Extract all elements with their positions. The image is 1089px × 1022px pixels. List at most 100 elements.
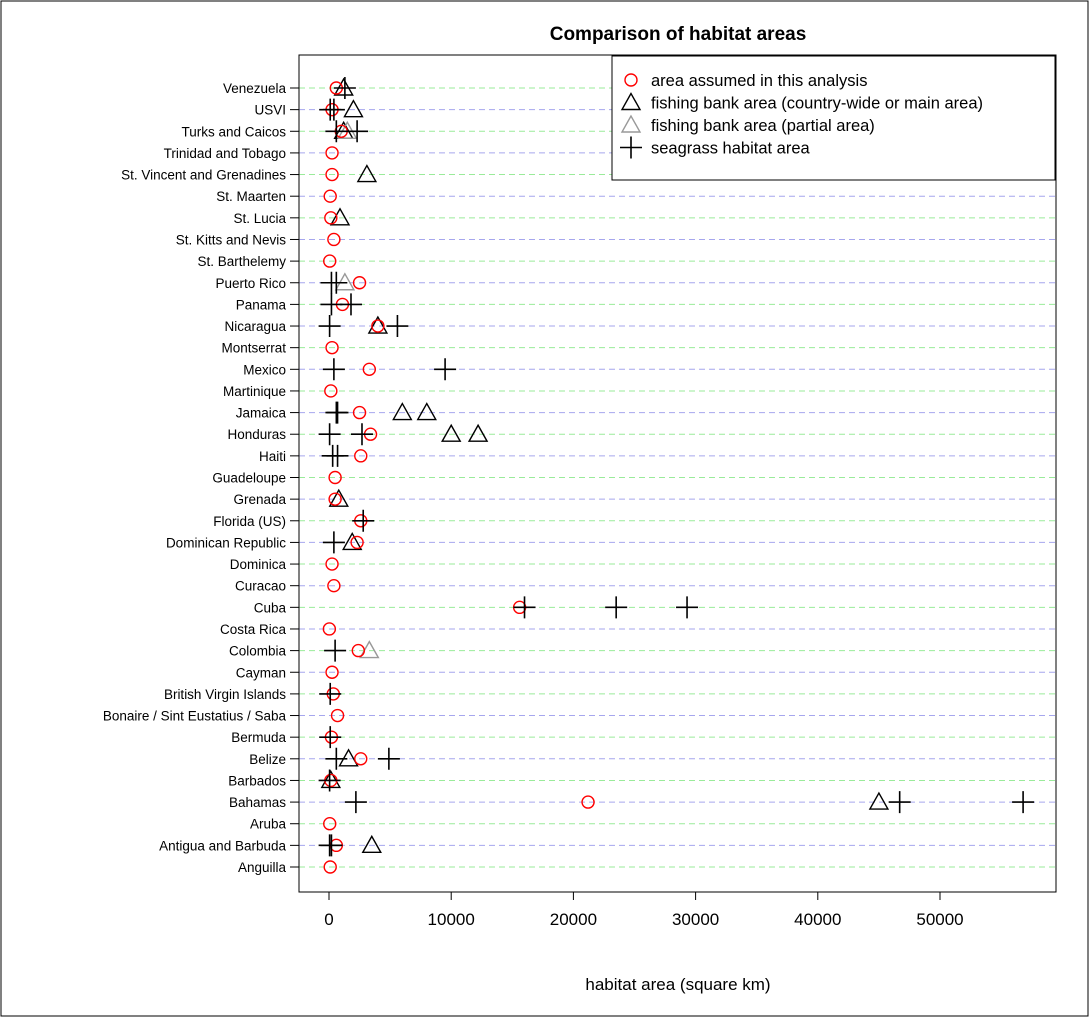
y-tick-label: Haiti <box>259 449 286 464</box>
data-point <box>319 726 342 749</box>
data-point <box>324 384 338 398</box>
y-tick-label: Jamaica <box>236 406 287 421</box>
data-point <box>888 791 911 814</box>
data-point <box>434 358 457 381</box>
data-point <box>328 492 342 506</box>
data-point <box>352 509 375 532</box>
data-point <box>329 207 351 226</box>
y-tick-label: Aruba <box>250 817 287 832</box>
y-tick-label: Cayman <box>236 665 286 680</box>
data-point <box>333 77 354 96</box>
data-point <box>352 276 367 290</box>
x-tick-label: 50000 <box>916 910 963 929</box>
y-tick-label: Turks and Caicos <box>181 124 286 139</box>
legend-marker <box>620 92 642 111</box>
y-tick-label: Mexico <box>243 362 286 377</box>
legend-label: seagrass habitat area <box>651 140 811 158</box>
y-tick-label: USVI <box>254 103 286 118</box>
legend-label: fishing bank area (partial area) <box>651 117 875 135</box>
data-point <box>416 402 437 421</box>
y-tick-label: Martinique <box>223 384 286 399</box>
data-point <box>350 535 364 550</box>
y-tick-label: Guadeloupe <box>212 471 286 486</box>
y-tick-label: Honduras <box>227 427 286 442</box>
data-point <box>581 795 595 809</box>
data-point <box>318 315 341 338</box>
data-point <box>1012 791 1035 814</box>
x-tick-label: 10000 <box>428 910 475 929</box>
data-point <box>392 402 413 421</box>
data-point <box>350 423 373 446</box>
data-point <box>320 770 342 789</box>
data-point <box>339 293 362 316</box>
x-axis: 0 10000 20000 30000 40000 50000 <box>324 892 964 929</box>
y-tick-label: Trinidad and Tobago <box>164 146 286 161</box>
data-point <box>344 791 367 814</box>
data-point <box>325 665 339 679</box>
data-point <box>513 596 536 619</box>
y-tick-label: St. Vincent and Grenadines <box>121 168 286 183</box>
data-point <box>325 146 339 160</box>
y-tick-label: Bermuda <box>231 730 286 745</box>
data-point <box>337 120 358 139</box>
data-point <box>318 769 341 792</box>
y-tick-label: Venezuela <box>223 81 287 96</box>
legend-marker <box>624 73 638 87</box>
data-point <box>320 834 343 857</box>
y-tick-label: Curacao <box>235 579 286 594</box>
data-point <box>328 470 342 485</box>
data-point <box>386 315 409 338</box>
data-point <box>323 254 337 268</box>
y-tick-label: Panama <box>236 297 287 312</box>
y-tick-label: St. Maarten <box>216 189 286 204</box>
data-point <box>326 444 349 467</box>
data-point <box>868 791 890 810</box>
data-point <box>351 643 366 658</box>
data-point <box>323 817 337 831</box>
x-axis-label: habitat area (square km) <box>585 975 770 994</box>
data-point <box>342 531 363 551</box>
data-point <box>324 639 347 662</box>
data-point <box>361 834 382 854</box>
y-tick-label: Anguilla <box>238 860 287 875</box>
y-tick-label: Cuba <box>254 600 287 615</box>
y-tick-label: Antigua and Barbuda <box>159 838 286 853</box>
legend: area assumed in this analysis fishing ban… <box>611 55 1056 181</box>
data-point <box>362 362 377 377</box>
x-tick-label: 40000 <box>794 910 841 929</box>
data-point <box>326 401 349 424</box>
data-point <box>352 405 367 420</box>
data-point <box>319 682 342 705</box>
data-point <box>338 748 359 767</box>
y-tick-label: St. Lucia <box>233 211 286 226</box>
y-tick-label: St. Barthelemy <box>197 254 286 269</box>
data-point <box>318 423 341 446</box>
data-point <box>322 531 345 554</box>
data-point <box>324 211 338 225</box>
data-point <box>346 120 369 143</box>
data-point <box>325 271 348 294</box>
data-point <box>605 596 628 619</box>
data-point <box>676 596 699 619</box>
y-tick-label: British Virgin Islands <box>164 687 286 702</box>
plot-border <box>298 54 1057 893</box>
y-tick-label: Barbados <box>228 773 286 788</box>
data-point <box>371 319 385 333</box>
chart-title: Comparison of habitat areas <box>550 24 807 45</box>
data-point <box>325 120 348 143</box>
y-tick-labels: Anguilla Antigua and Barbuda Aruba Bahamas B… <box>103 81 299 875</box>
data-point <box>343 99 364 118</box>
x-tick-label: 20000 <box>550 910 597 929</box>
data-point <box>323 189 337 203</box>
data-point <box>320 293 343 316</box>
data-point <box>322 358 345 381</box>
x-tick-label: 0 <box>324 910 333 929</box>
y-tick-label: Belize <box>249 752 286 767</box>
y-tick-label: Florida (US) <box>213 514 286 529</box>
y-tick-label: Bonaire / Sint Eustatius / Saba <box>103 709 287 724</box>
data-point <box>328 488 349 507</box>
data-point <box>325 747 348 770</box>
data-point <box>322 98 345 121</box>
data-point <box>334 272 356 291</box>
